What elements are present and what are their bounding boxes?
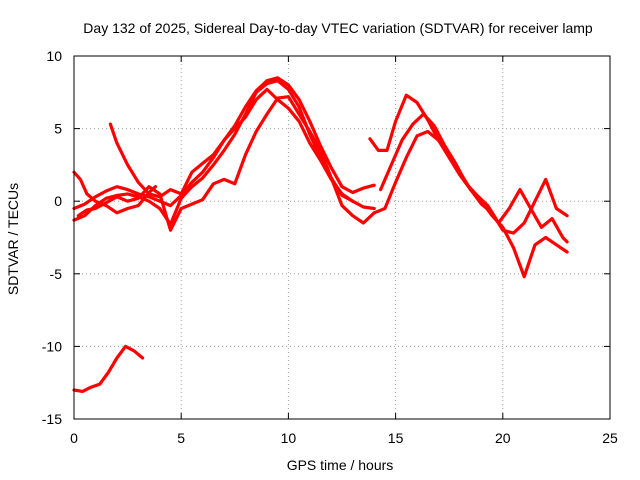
x-tick-label: 0	[70, 430, 78, 446]
series-line-track-3	[76, 95, 376, 232]
x-tick-label: 10	[281, 430, 297, 446]
plot-frame	[73, 55, 611, 420]
x-axis-title: GPS time / hours	[287, 457, 394, 473]
series-line-track-4	[108, 87, 355, 203]
y-tick-label: 10	[46, 48, 62, 64]
series-line-track-5	[72, 170, 158, 215]
y-tick-label: -15	[42, 411, 62, 427]
y-tick-label: 0	[54, 193, 62, 209]
y-tick-label: -10	[42, 338, 62, 354]
series-line-track-1	[72, 79, 376, 226]
y-tick-label: 5	[54, 121, 62, 137]
x-tick-label: 20	[495, 430, 511, 446]
y-tick-label: -5	[50, 266, 63, 282]
axis-ticks: 0 5 10 15 20 25 -15 -10 -5 0 5 10	[42, 48, 618, 446]
plot-series	[72, 76, 569, 393]
series-line-track-2	[72, 76, 376, 211]
series-line-track-6	[368, 93, 569, 235]
x-tick-label: 25	[602, 430, 618, 446]
x-tick-label: 15	[388, 430, 404, 446]
grid-lines	[74, 56, 610, 419]
series-line-track-8	[379, 112, 569, 244]
series-line-track-9	[72, 344, 145, 393]
series-line-track-7	[372, 129, 569, 279]
y-axis-title: SDTVAR / TECUs	[5, 183, 21, 295]
chart-title: Day 132 of 2025, Sidereal Day-to-day VTE…	[83, 20, 593, 36]
x-tick-label: 5	[177, 430, 185, 446]
